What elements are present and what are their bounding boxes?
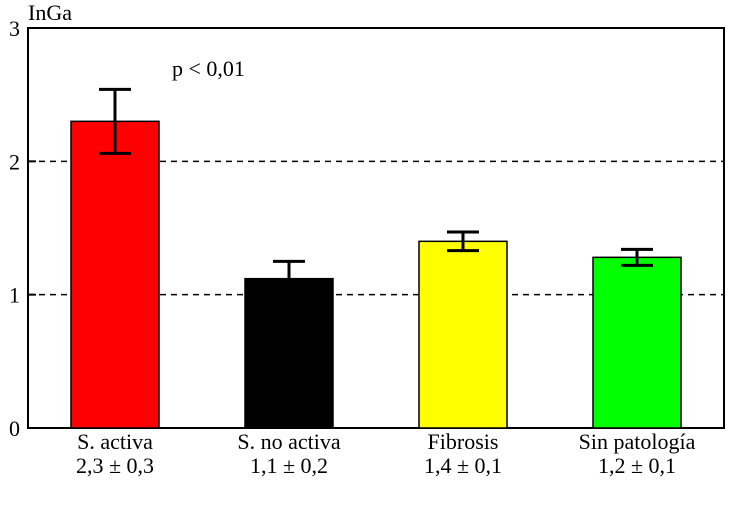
y-tick-label: 1 [9, 283, 20, 308]
category-label: S. no activa [237, 429, 340, 454]
category-label: Fibrosis [428, 429, 499, 454]
bar [418, 240, 508, 429]
y-tick-label: 0 [9, 416, 20, 441]
bars-group [70, 87, 682, 429]
bar [592, 256, 682, 429]
y-tick-label: 3 [9, 16, 20, 41]
y-axis-label: InGa [28, 0, 72, 25]
y-ticks-group: 0 1 2 3 [9, 16, 36, 441]
p-value-annotation: p < 0,01 [172, 56, 245, 81]
y-tick-label: 2 [9, 149, 20, 174]
bar [244, 277, 334, 429]
value-label: 2,3 ± 0,3 [76, 453, 154, 478]
category-label: S. activa [77, 429, 153, 454]
bar [70, 120, 160, 429]
value-label: 1,1 ± 0,2 [250, 453, 328, 478]
plot-area-frame [27, 27, 725, 429]
category-label: Sin patología [579, 429, 696, 454]
value-label: 1,4 ± 0,1 [424, 453, 502, 478]
value-label: 1,2 ± 0,1 [598, 453, 676, 478]
